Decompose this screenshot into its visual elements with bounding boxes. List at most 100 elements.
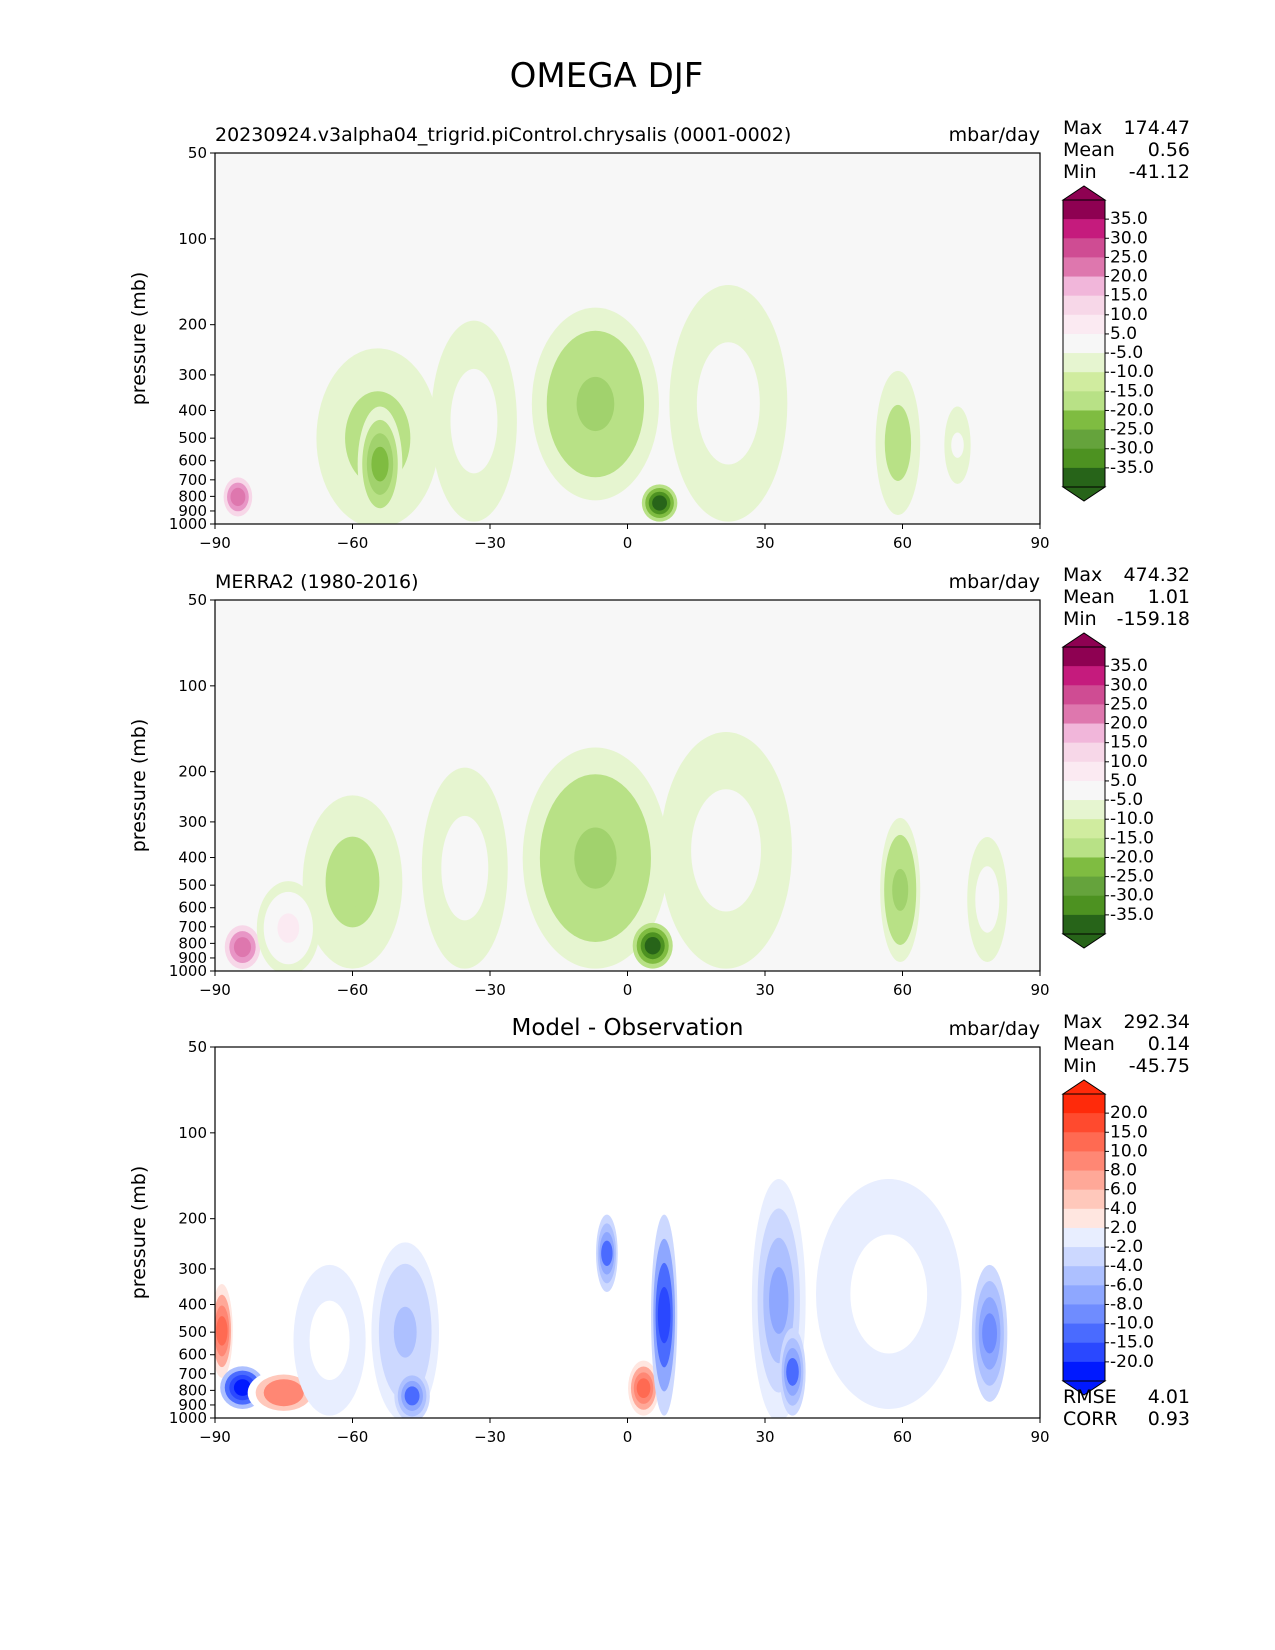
x-tick-label: 30 xyxy=(755,1428,774,1446)
colorbar-segment xyxy=(1063,800,1105,820)
colorbar-segment xyxy=(1063,1151,1105,1172)
y-tick-label: 200 xyxy=(178,763,207,781)
x-tick-label: 0 xyxy=(623,534,633,552)
stat-label: Max xyxy=(1063,1011,1102,1033)
colorbar-segment xyxy=(1063,448,1105,469)
colorbar-frame xyxy=(1062,646,1106,935)
colorbar-segment xyxy=(1063,857,1105,878)
colorbar-label: -2.0 xyxy=(1110,1237,1143,1257)
stat-value: -45.75 xyxy=(1129,1055,1190,1077)
colorbar-segment xyxy=(1063,219,1105,239)
stat-label: Max xyxy=(1063,564,1102,586)
colorbar-segment xyxy=(1063,1208,1105,1229)
panel-left-title: 20230924.v3alpha04_trigrid.piControl.chr… xyxy=(215,124,791,146)
contour-region-4-level-3 xyxy=(393,1306,417,1358)
contour-region-3-level-3 xyxy=(644,937,661,955)
colorbar-label: -4.0 xyxy=(1110,1256,1143,1276)
contour-region-2-level-3 xyxy=(574,827,617,889)
stat-value: -159.18 xyxy=(1117,608,1190,630)
colorbar-label: -6.0 xyxy=(1110,1275,1143,1295)
colorbar-top-extend xyxy=(1061,185,1107,201)
stat-label: Min xyxy=(1063,161,1097,183)
contour-region-10-level-3 xyxy=(892,868,909,911)
contour-region-10-level-3 xyxy=(786,1357,799,1386)
y-tick-label: 100 xyxy=(178,230,207,248)
colorbar-segment xyxy=(1063,314,1105,335)
contour-region-11-level-3 xyxy=(867,1262,910,1326)
colorbar-label: -10.0 xyxy=(1110,362,1154,382)
contour-region-5-level-3 xyxy=(710,370,747,436)
colorbar-segment xyxy=(1063,704,1105,725)
y-axis-label: pressure (mb) xyxy=(128,719,150,853)
stat-label: Min xyxy=(1063,1055,1097,1077)
contour-region-9-level-3 xyxy=(277,913,300,943)
y-axis-label: pressure (mb) xyxy=(128,272,150,406)
y-tick-label: 100 xyxy=(178,677,207,695)
panel-left-title: MERRA2 (1980-2016) xyxy=(215,571,419,593)
y-tick-label: 600 xyxy=(178,899,207,917)
colorbar-label: 15.0 xyxy=(1110,1122,1148,1142)
colorbar-label: 15.0 xyxy=(1110,286,1148,306)
colorbar-label: 4.0 xyxy=(1110,1199,1137,1219)
colorbar-segment xyxy=(1063,914,1105,935)
y-tick-label: 800 xyxy=(178,934,207,952)
stat-label: Mean xyxy=(1063,586,1115,608)
colorbar-segment xyxy=(1063,257,1105,278)
colorbar-label: -15.0 xyxy=(1110,828,1154,848)
colorbar-segment xyxy=(1063,1189,1105,1210)
y-tick-label: 300 xyxy=(178,366,207,384)
colorbar-bottom-extend xyxy=(1061,486,1107,502)
colorbar-segment xyxy=(1063,838,1105,858)
colorbar-segment xyxy=(1063,410,1105,431)
contour-region-0-level-3 xyxy=(216,1316,228,1346)
colorbar-label: -20.0 xyxy=(1110,847,1154,867)
colorbar-label: 2.0 xyxy=(1110,1218,1137,1238)
colorbar-label: 30.0 xyxy=(1110,675,1148,695)
colorbar-segment xyxy=(1063,1247,1105,1267)
colorbar-label: 20.0 xyxy=(1110,714,1148,734)
colorbar-label: -35.0 xyxy=(1110,905,1154,925)
stat-value: 292.34 xyxy=(1124,1011,1190,1033)
panel-units: mbar/day xyxy=(949,124,1040,146)
x-tick-label: 0 xyxy=(623,981,633,999)
stat-value: 474.32 xyxy=(1124,564,1190,586)
y-tick-label: 800 xyxy=(178,1381,207,1399)
colorbar-segment xyxy=(1063,238,1105,258)
colorbar-segment xyxy=(1063,895,1105,916)
y-tick-label: 50 xyxy=(188,591,207,609)
stat-value: 0.14 xyxy=(1148,1033,1190,1055)
colorbar-segment xyxy=(1063,819,1105,839)
contour-region-6-level-3 xyxy=(451,840,479,897)
colorbar-label: 5.0 xyxy=(1110,324,1137,344)
stat-value: -41.12 xyxy=(1129,161,1190,183)
y-tick-label: 400 xyxy=(178,1296,207,1314)
colorbar-label: 20.0 xyxy=(1110,267,1148,287)
y-tick-label: 400 xyxy=(178,849,207,867)
colorbar-label: -25.0 xyxy=(1110,420,1154,440)
y-tick-label: 500 xyxy=(178,429,207,447)
colorbar-segment xyxy=(1063,429,1105,450)
contour-region-5-level-3 xyxy=(404,1386,420,1406)
contour-field xyxy=(220,732,1008,971)
colorbar-label: 15.0 xyxy=(1110,733,1148,753)
contour-region-10-level-3 xyxy=(889,421,907,464)
colorbar-segment xyxy=(1063,876,1105,897)
x-tick-label: 30 xyxy=(755,981,774,999)
colorbar-label: 8.0 xyxy=(1110,1161,1137,1181)
contour-field xyxy=(220,285,971,524)
x-tick-label: 90 xyxy=(1030,534,1049,552)
colorbar-segment xyxy=(1063,647,1105,667)
contour-field xyxy=(215,1179,1008,1418)
y-tick-label: 1000 xyxy=(169,962,207,980)
colorbar-label: -30.0 xyxy=(1110,439,1154,459)
colorbar-segment xyxy=(1063,1132,1105,1152)
contour-region-11-level-3 xyxy=(951,432,964,458)
colorbar-label: 10.0 xyxy=(1110,305,1148,325)
contour-region-6-level-3 xyxy=(601,1240,613,1266)
colorbar-frame xyxy=(1062,1093,1106,1382)
colorbar-segment xyxy=(1063,333,1105,354)
colorbar-label: -25.0 xyxy=(1110,867,1154,887)
x-tick-label: 90 xyxy=(1030,1428,1049,1446)
x-tick-label: 60 xyxy=(893,534,912,552)
